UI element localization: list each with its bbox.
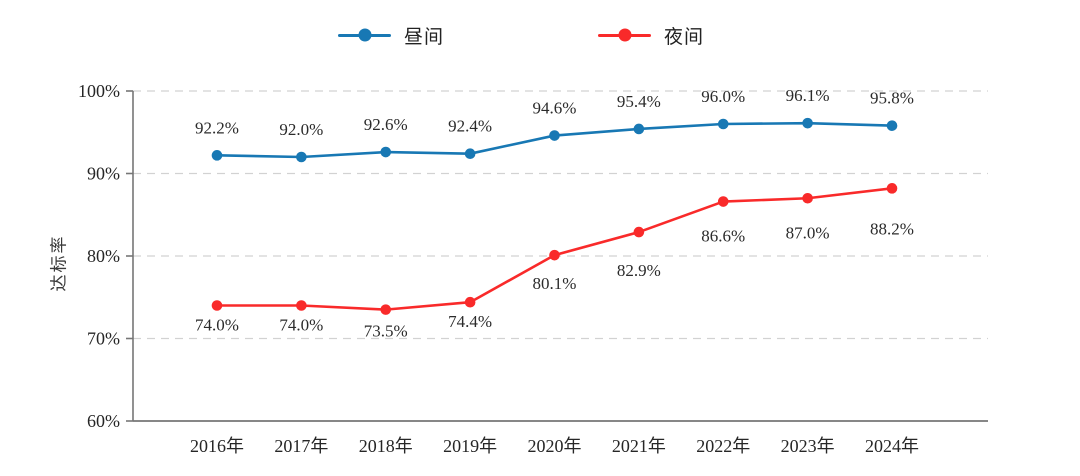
- x-axis-label: 2021年: [612, 436, 666, 456]
- data-point-label: 92.6%: [364, 115, 408, 134]
- data-point-label: 96.1%: [786, 86, 830, 105]
- data-point-label: 82.9%: [617, 261, 661, 280]
- x-axis-label: 2020年: [528, 436, 582, 456]
- data-point: [464, 296, 476, 308]
- data-point-label: 94.6%: [533, 99, 577, 118]
- data-point: [380, 304, 392, 315]
- data-point: [633, 123, 645, 135]
- data-point-label: 74.0%: [195, 316, 239, 335]
- legend-item-night: 夜间: [598, 22, 704, 48]
- y-tick-label: 90%: [87, 164, 120, 184]
- legend-item-daytime: 昼间: [338, 22, 444, 48]
- legend-marker-night-icon: [598, 28, 651, 42]
- data-point: [717, 118, 729, 130]
- x-axis-label: 2019年: [443, 436, 497, 456]
- data-point-label: 92.0%: [279, 120, 323, 139]
- data-point-label: 88.2%: [870, 219, 914, 238]
- data-point: [717, 196, 729, 207]
- y-tick-label: 70%: [87, 329, 120, 349]
- data-point: [211, 150, 223, 161]
- data-point: [464, 148, 476, 159]
- x-axis-label: 2023年: [781, 436, 835, 456]
- x-axis-label: 2016年: [190, 436, 244, 456]
- data-point-label: 92.4%: [448, 117, 492, 136]
- y-tick-label: 60%: [87, 411, 120, 431]
- data-point-label: 87.0%: [786, 223, 830, 242]
- legend-label-daytime: 昼间: [404, 26, 445, 48]
- data-point: [886, 120, 898, 131]
- x-axis-label: 2018年: [359, 436, 413, 456]
- data-point: [802, 192, 813, 204]
- data-point-label: 92.2%: [195, 118, 239, 137]
- data-point: [549, 249, 560, 261]
- data-point: [802, 117, 813, 129]
- data-point: [211, 300, 223, 311]
- data-point: [549, 130, 560, 141]
- x-axis-label: 2022年: [696, 436, 750, 456]
- x-axis-label: 2017年: [274, 436, 328, 456]
- data-point-label: 80.1%: [533, 274, 577, 293]
- legend-label-night: 夜间: [664, 26, 705, 48]
- y-tick-label: 100%: [78, 81, 120, 101]
- legend-marker-daytime-icon: [338, 28, 391, 42]
- data-point: [296, 300, 307, 311]
- data-point-label: 73.5%: [364, 322, 408, 341]
- data-point-label: 95.8%: [870, 89, 914, 108]
- y-tick-label: 80%: [87, 246, 120, 266]
- data-point-label: 74.0%: [279, 316, 323, 335]
- data-point: [633, 226, 645, 238]
- data-point-label: 96.0%: [701, 87, 745, 106]
- data-point: [296, 151, 307, 163]
- data-point-label: 74.4%: [448, 312, 492, 331]
- data-point: [380, 146, 392, 158]
- data-point: [886, 183, 898, 194]
- x-axis-label: 2024年: [865, 436, 919, 456]
- data-point-label: 86.6%: [701, 227, 745, 246]
- data-point-label: 95.4%: [617, 92, 661, 111]
